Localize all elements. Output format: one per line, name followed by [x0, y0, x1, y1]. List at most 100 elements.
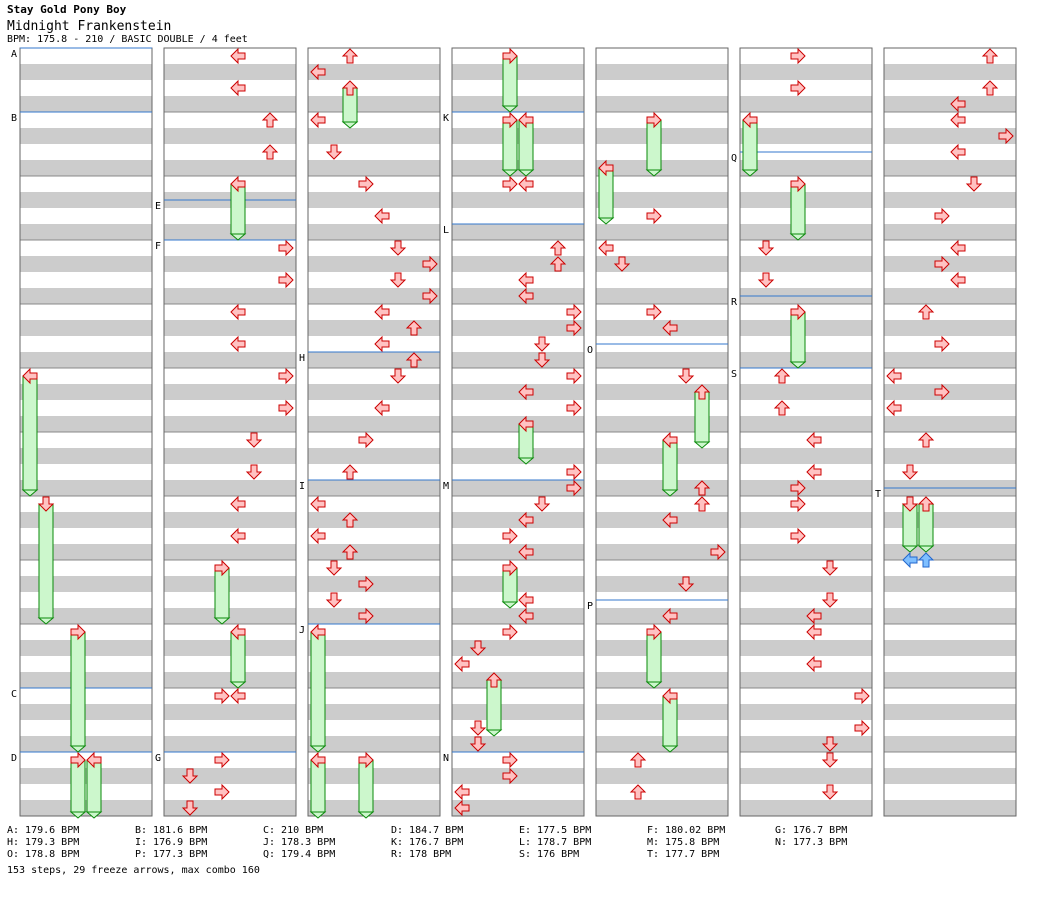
- step-arrow: [549, 256, 567, 272]
- step-arrow: [518, 607, 534, 625]
- stripe: [740, 384, 872, 400]
- stripe: [452, 96, 584, 112]
- step-arrow: [518, 543, 534, 561]
- stripe: [596, 480, 728, 496]
- stripe: [20, 416, 152, 432]
- stripe: [164, 128, 296, 144]
- bpm-legend-entry: F: 180.02 BPM: [647, 825, 726, 836]
- step-arrow: [950, 111, 966, 129]
- freeze-tail: [229, 233, 247, 241]
- stripe: [164, 352, 296, 368]
- bpm-marker: G: [155, 753, 161, 764]
- stripe: [20, 480, 152, 496]
- step-arrow: [261, 112, 279, 128]
- stripe: [596, 288, 728, 304]
- step-arrow: [278, 367, 294, 385]
- stripe: [740, 480, 872, 496]
- stripe: [596, 608, 728, 624]
- step-arrow: [934, 255, 950, 273]
- stripe: [884, 736, 1016, 752]
- stripe: [308, 352, 440, 368]
- freeze-tail: [661, 745, 679, 753]
- step-arrow: [214, 751, 230, 769]
- freeze-tail: [789, 361, 807, 369]
- freeze-arrow: [310, 631, 326, 747]
- stripe: [308, 384, 440, 400]
- step-arrow: [374, 207, 390, 225]
- step-arrow: [230, 527, 246, 545]
- bpm-marker: K: [443, 113, 449, 124]
- step-arrow: [325, 144, 343, 160]
- step-arrow: [518, 383, 534, 401]
- step-arrow: [389, 368, 407, 384]
- step-arrow: [310, 111, 326, 129]
- step-arrow: [806, 431, 822, 449]
- step-arrow: [854, 687, 870, 705]
- step-arrow: [518, 511, 534, 529]
- bpm-marker: A: [11, 49, 17, 60]
- stripe: [596, 704, 728, 720]
- stripe: [308, 224, 440, 240]
- bpm-legend-entry: D: 184.7 BPM: [391, 825, 464, 836]
- stripe: [164, 320, 296, 336]
- stripe: [596, 800, 728, 816]
- stripe: [164, 384, 296, 400]
- stripe: [164, 512, 296, 528]
- step-arrow: [806, 463, 822, 481]
- bpm-legend-entry: P: 177.3 BPM: [135, 849, 208, 860]
- step-arrow: [533, 336, 551, 352]
- step-arrow: [790, 479, 806, 497]
- bpm-legend-entry: L: 178.7 BPM: [519, 837, 592, 848]
- stripe: [884, 352, 1016, 368]
- stripe: [884, 128, 1016, 144]
- stripe: [308, 160, 440, 176]
- step-arrow: [245, 464, 263, 480]
- step-arrow: [646, 207, 662, 225]
- step-arrow: [934, 383, 950, 401]
- step-arrow: [821, 560, 839, 576]
- stripe: [164, 416, 296, 432]
- step-arrow: [773, 400, 791, 416]
- stripe: [452, 64, 584, 80]
- step-arrow: [502, 559, 518, 577]
- bpm-legend-entry: J: 178.3 BPM: [263, 837, 336, 848]
- chart-column: [883, 47, 1017, 817]
- bpm-marker: I: [299, 481, 305, 492]
- stripe: [884, 256, 1016, 272]
- stripe: [884, 96, 1016, 112]
- bpm-legend-entry: K: 176.7 BPM: [391, 837, 464, 848]
- freeze-tail: [645, 169, 663, 177]
- stripe: [308, 96, 440, 112]
- step-arrow: [469, 720, 487, 736]
- freeze-arrow: [86, 759, 102, 813]
- stripe: [308, 544, 440, 560]
- step-arrow: [934, 335, 950, 353]
- step-arrow: [230, 495, 246, 513]
- step-arrow: [566, 399, 582, 417]
- step-arrow: [278, 239, 294, 257]
- stripe: [164, 64, 296, 80]
- stripe: [740, 192, 872, 208]
- stripe: [452, 544, 584, 560]
- stripe: [452, 256, 584, 272]
- step-arrow: [454, 799, 470, 817]
- step-arrow: [518, 111, 534, 129]
- step-arrow: [693, 480, 711, 496]
- stripe: [308, 416, 440, 432]
- step-arrow: [341, 48, 359, 64]
- column-border: [883, 47, 1017, 817]
- step-arrow: [934, 207, 950, 225]
- step-arrow: [901, 496, 919, 512]
- step-arrow: [181, 768, 199, 784]
- stripe: [884, 384, 1016, 400]
- step-arrow: [22, 367, 38, 385]
- freeze-tail: [597, 217, 615, 225]
- column-border: [739, 47, 873, 817]
- stripe: [596, 352, 728, 368]
- stripe: [452, 768, 584, 784]
- step-arrow: [358, 575, 374, 593]
- bpm-legend-entry: A: 179.6 BPM: [7, 825, 80, 836]
- step-arrow: [886, 399, 902, 417]
- stripe: [164, 576, 296, 592]
